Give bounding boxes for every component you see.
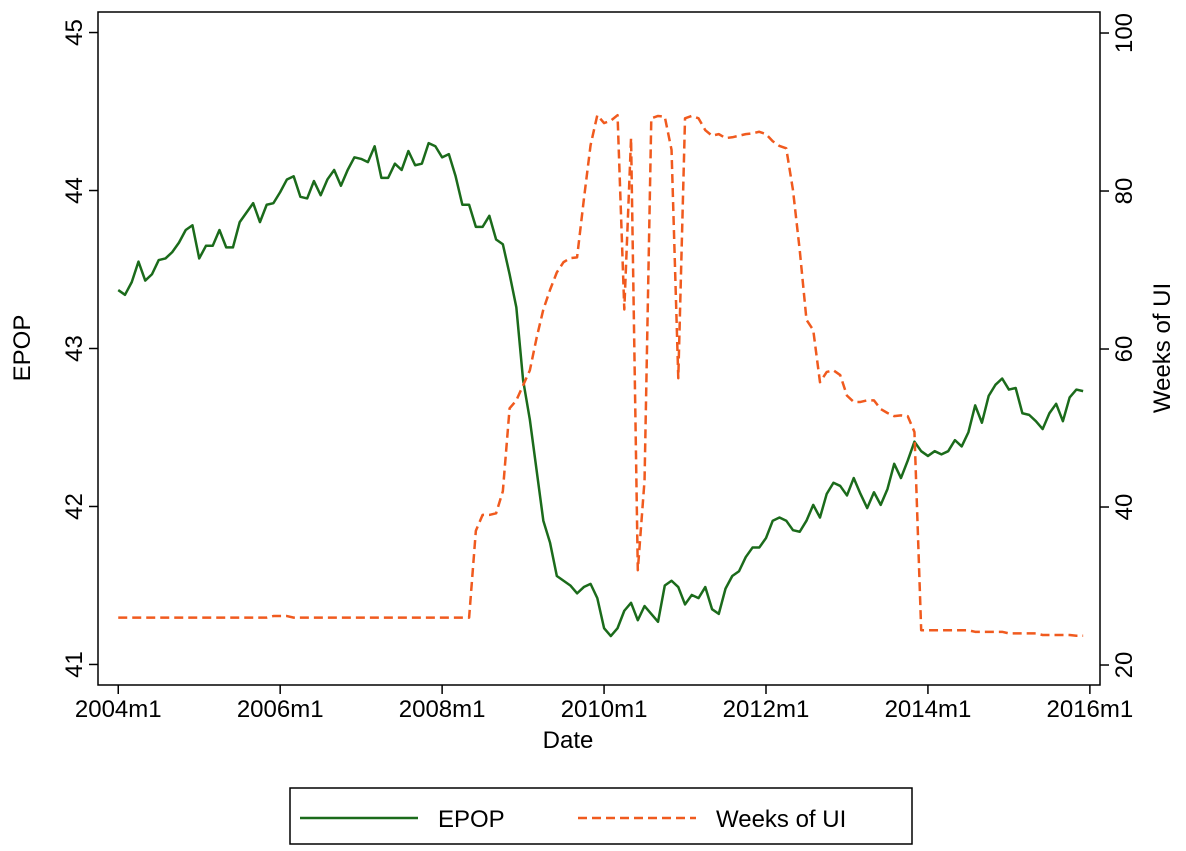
y2-tick-label: 20	[1111, 652, 1138, 679]
legend-box	[289, 787, 913, 845]
y-tick-label: 43	[61, 335, 88, 362]
y-tick-label: 44	[61, 177, 88, 204]
x-tick-label: 2012m1	[723, 696, 810, 723]
x-axis-label: Date	[543, 727, 594, 754]
series-line	[118, 113, 1084, 638]
x-tick-label: 2004m1	[75, 696, 162, 723]
y2-tick-label: 100	[1111, 13, 1138, 53]
y-tick-label: 42	[61, 493, 88, 520]
y-tick-label: 45	[61, 19, 88, 46]
plot-frame	[97, 11, 1101, 686]
x-tick-label: 2014m1	[885, 696, 972, 723]
x-tick-label: 2016m1	[1047, 696, 1134, 723]
y2-axis-label: Weeks of UI	[1149, 283, 1176, 413]
y2-tick-label: 80	[1111, 178, 1138, 205]
legend-label: Weeks of UI	[716, 806, 846, 833]
y2-tick-label: 60	[1111, 336, 1138, 363]
y2-tick-label: 40	[1111, 494, 1138, 521]
legend-label: EPOP	[438, 806, 505, 833]
series-line	[117, 141, 1084, 638]
x-tick-label: 2006m1	[237, 696, 324, 723]
x-tick-label: 2010m1	[561, 696, 648, 723]
x-tick-label: 2008m1	[399, 696, 486, 723]
y-axis-label: EPOP	[9, 315, 36, 382]
y-tick-label: 41	[61, 651, 88, 678]
